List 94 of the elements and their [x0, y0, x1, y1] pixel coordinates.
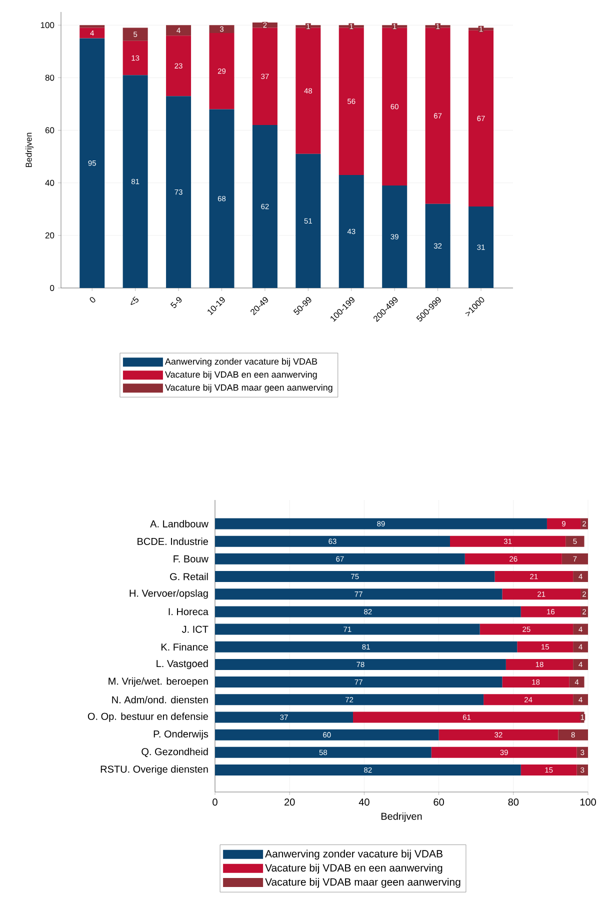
bar [502, 588, 581, 600]
bar [215, 624, 480, 635]
bar [80, 25, 105, 28]
y-tick-label: G. Retail [170, 572, 208, 580]
legend-label: Aanwerving zonder vacature bij VDAB [265, 850, 442, 860]
bar [438, 729, 558, 740]
y-tick-label: K. Finance [161, 643, 208, 651]
y-tick-label: F. Bouw [174, 555, 208, 562]
bar [338, 28, 364, 175]
y-tick-label: A. Landbouw [150, 520, 208, 528]
y-tick-label: Q. Gezondheid [142, 748, 208, 757]
bar [252, 28, 278, 126]
bar [494, 571, 574, 582]
legend-label: Vacature bij VDAB en een aanwerving [165, 371, 317, 380]
bar [215, 676, 502, 688]
y-tick-label: 60 [45, 127, 54, 134]
x-tick-label: 0 [212, 798, 218, 806]
bar [464, 553, 562, 564]
y-tick-label: BCDE. Industrie [138, 538, 208, 546]
bar [215, 729, 439, 740]
x-tick-label: 5-9 [170, 297, 182, 308]
legend-label: Vacature bij VDAB en een aanwerving [265, 864, 442, 874]
bar [425, 28, 450, 204]
y-tick-label: RSTU. Overige diensten [100, 765, 208, 775]
x-tick-label: 100 [580, 798, 596, 806]
bar [520, 606, 581, 618]
bar [562, 553, 588, 564]
bar [520, 764, 577, 776]
y-tick-label: 100 [40, 22, 54, 28]
bar [80, 28, 105, 38]
y-tick-label: 40 [45, 180, 54, 186]
y-tick-label: M. Vrije/wet. beroepen [108, 677, 208, 687]
bar [296, 154, 321, 288]
bar [209, 109, 234, 288]
legend-label: Vacature bij VDAB maar geen aanwerving [265, 878, 460, 888]
bar [215, 641, 518, 652]
legend-label: Aanwerving zonder vacature bij VDAB [164, 358, 318, 366]
y-tick-label: 20 [45, 232, 54, 238]
y-tick-label: I. Horeca [168, 608, 208, 616]
bar [166, 25, 192, 36]
bar [468, 30, 494, 207]
bar [484, 694, 574, 706]
bar [215, 536, 450, 547]
bar [566, 536, 584, 547]
bar [296, 28, 321, 154]
bar [546, 518, 581, 530]
bar [215, 658, 506, 670]
bar [431, 746, 577, 758]
y-tick-label: P. Onderwijs [154, 730, 208, 740]
bar [215, 606, 521, 618]
bar [215, 746, 432, 758]
bar [166, 96, 192, 288]
bar [215, 553, 465, 564]
x-tick-label: 20 [284, 798, 295, 806]
x-tick-label: 0 [90, 297, 96, 302]
bar [166, 36, 192, 96]
bar [517, 641, 574, 652]
x-tick-label: 40 [358, 798, 370, 806]
y-tick-label: H. Vervoer/opslag [130, 589, 208, 599]
bar [215, 764, 521, 776]
x-axis-title: Bedrijven [381, 812, 422, 822]
bar [215, 694, 484, 706]
y-tick-label: L. Vastgoed [156, 660, 208, 670]
bar [480, 624, 574, 635]
x-tick-label: <5 [130, 296, 138, 305]
bar [382, 185, 408, 288]
x-tick-label: 80 [508, 798, 519, 806]
bar [215, 571, 495, 582]
legend-label: Vacature bij VDAB maar geen aanwerving [165, 384, 332, 392]
bar [353, 712, 581, 723]
y-tick-label: 0 [50, 284, 54, 291]
bar [209, 33, 234, 110]
bar [252, 125, 278, 288]
bar [506, 658, 574, 670]
x-tick-label: 60 [434, 798, 444, 806]
bar [80, 38, 105, 288]
bar [382, 28, 408, 186]
bar [215, 518, 547, 530]
y-axis-title: Bedrijven [25, 132, 34, 168]
bar [425, 204, 450, 288]
y-tick-label: N. Adm/ond. diensten [112, 696, 208, 704]
bar [215, 712, 354, 723]
bar [122, 40, 148, 76]
y-tick-label: J. ICT [182, 626, 208, 633]
bar [122, 75, 148, 288]
bar [215, 588, 502, 600]
bar [502, 676, 570, 688]
bar [450, 536, 566, 547]
y-tick-label: O. Op. bestuur en defensie [88, 712, 208, 722]
bar [338, 174, 364, 288]
bar [122, 28, 148, 41]
y-tick-label: 80 [45, 74, 54, 81]
bar [468, 206, 494, 288]
bar [558, 729, 588, 740]
